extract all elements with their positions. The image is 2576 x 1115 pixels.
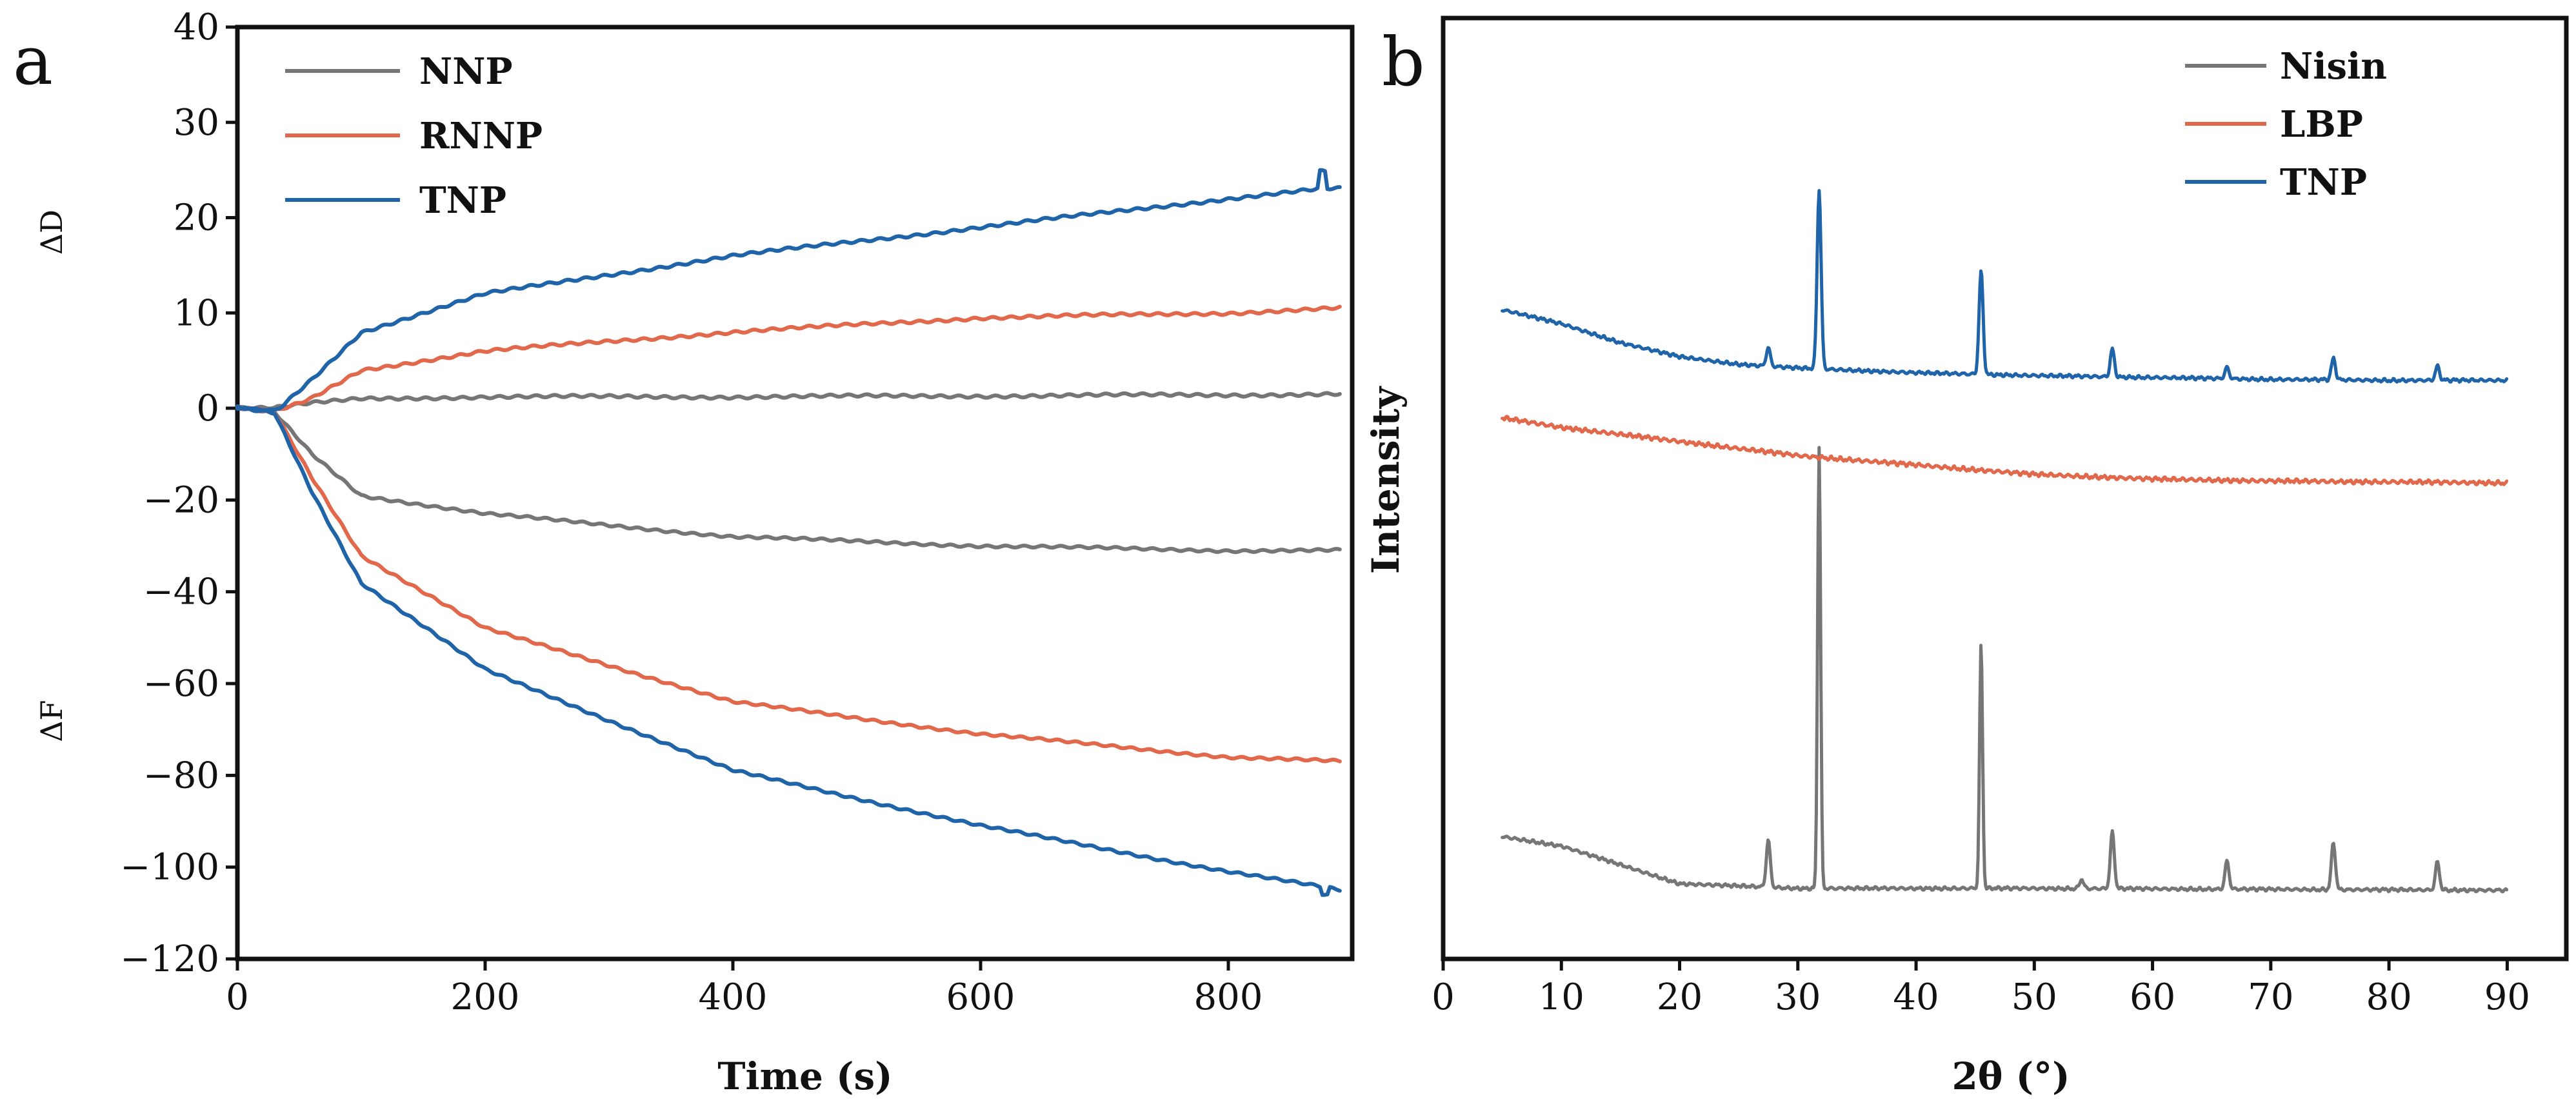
panel-a-frame (235, 25, 1355, 962)
panel-a-legend-tnp-label: TNP (419, 179, 506, 222)
panel-a-legend-rnnp-label: RNNP (419, 115, 543, 157)
panel-a-x-tick-label: 600 (946, 976, 1015, 1018)
panel-a-x-tick-label: 800 (1194, 976, 1263, 1018)
panel-a-y-tick-label: −20 (143, 479, 219, 521)
panel-b-x-tick-label: 20 (1657, 976, 1702, 1018)
panel-a-y-tick-label: 40 (174, 6, 219, 48)
panel-b-legend: Nisin LBP TNP (2185, 45, 2387, 204)
panel-a-x-axis-title: Time (s) (717, 1054, 892, 1098)
panel-b-nisin-line (1501, 446, 2509, 894)
panel-a-y-tick-label: −80 (143, 755, 219, 796)
panel-a-y-tick-label: −120 (120, 938, 219, 980)
panel-a-nnp-d-line (235, 391, 1342, 411)
panel-a-y-tick-label: 30 (174, 102, 219, 144)
panel-b-x-tick-label: 90 (2484, 976, 2530, 1018)
panel-b-legend-tnp-label: TNP (2280, 161, 2367, 204)
panel-a-legend: NNP RNNP TNP (285, 50, 543, 222)
panel-b-legend-nisin-label: Nisin (2280, 45, 2387, 88)
panel-b-lbp-line (1501, 415, 2509, 487)
panel-a-rnnp-d-line (235, 304, 1342, 413)
panel-b-x-tick-label: 50 (2012, 976, 2057, 1018)
panel-b-x-tick-label: 30 (1775, 976, 1821, 1018)
panel-a-y-top-label: ΔD (34, 210, 69, 255)
panel-a-y-tick-label: −40 (143, 571, 219, 613)
panel-b-x-tick-label: 80 (2366, 976, 2411, 1018)
panel-a-x-tick-label: 200 (451, 976, 520, 1018)
panel-b: b 0 10 20 30 40 50 60 70 80 90 Nisin LBP TNP 2θ (°)… (1364, 15, 2569, 1098)
panel-b-y-axis-title: Intensity (1364, 386, 1408, 575)
panel-a-label: a (13, 21, 53, 100)
panel-a-nnp-f-line (235, 404, 1342, 555)
panel-a-x-tick-label: 0 (226, 976, 249, 1018)
panel-a: a 0 200 400 600 800 40 30 20 10 0 −20 −40 −60 −80 −100… (13, 6, 1355, 1098)
panel-a-tnp-f-line (235, 405, 1342, 897)
panel-b-x-tick-label: 0 (1432, 976, 1455, 1018)
panel-a-y-tick-label: 20 (174, 197, 219, 239)
panel-b-x-tick-label: 70 (2248, 976, 2293, 1018)
panel-b-x-tick-label: 60 (2130, 976, 2175, 1018)
panel-a-tnp-d-line (235, 168, 1342, 412)
panel-a-y-bottom-label: ΔF (34, 700, 69, 742)
panel-a-rnnp-f-line (235, 406, 1342, 764)
panel-a-y-tick-label: −60 (143, 663, 219, 705)
panel-b-tnp-line (1501, 189, 2509, 384)
panel-b-x-tick-label: 10 (1539, 976, 1584, 1018)
panel-b-legend-lbp-label: LBP (2280, 103, 2363, 146)
panel-a-x-tick-label: 400 (699, 976, 768, 1018)
panel-a-y-tick-label: −100 (120, 847, 219, 889)
panel-a-y-tick-label: 0 (196, 388, 219, 429)
panel-b-x-axis-title: 2θ (°) (1952, 1054, 2070, 1098)
panel-b-frame (1441, 15, 2569, 962)
panel-a-legend-nnp-label: NNP (419, 50, 512, 93)
panel-b-x-tick-label: 40 (1893, 976, 1939, 1018)
panel-b-label: b (1382, 23, 1425, 101)
panel-a-y-tick-label: 10 (174, 292, 219, 334)
